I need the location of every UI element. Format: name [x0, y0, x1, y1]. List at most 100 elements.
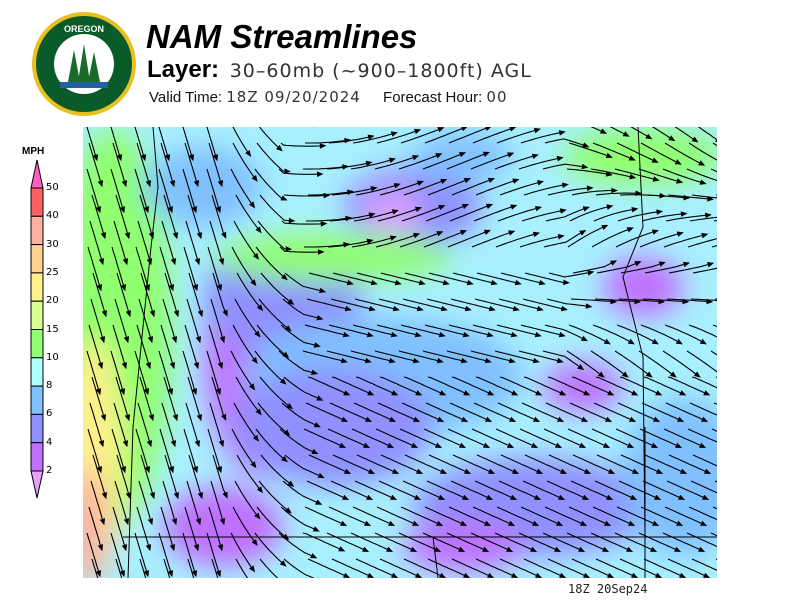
streamline-arrow	[147, 336, 154, 344]
streamline	[88, 506, 103, 551]
streamline-arrow	[101, 492, 108, 500]
streamline-arrow	[532, 357, 540, 364]
streamline-arrow	[164, 154, 171, 162]
streamline	[209, 402, 224, 447]
streamline	[115, 376, 130, 421]
streamline	[499, 558, 542, 578]
streamline	[666, 298, 712, 303]
streamline-arrow	[460, 357, 468, 364]
streamline-arrow	[366, 331, 374, 338]
streamline	[112, 324, 127, 369]
streamline-arrow	[583, 572, 591, 578]
streamline	[90, 298, 105, 343]
streamline	[232, 324, 258, 364]
streamline-arrow	[100, 414, 107, 422]
streamline-arrow	[645, 133, 653, 140]
streamline-arrow	[366, 238, 374, 245]
streamline	[618, 480, 661, 500]
streamline-arrow	[483, 229, 491, 235]
legend-tick: 2	[46, 465, 53, 476]
streamline-arrow	[250, 279, 257, 287]
streamline	[448, 127, 491, 144]
streamline-arrow	[611, 187, 618, 194]
streamline-arrow	[461, 416, 469, 422]
streamline-arrow	[219, 518, 226, 526]
streamline	[668, 454, 711, 474]
streamline	[306, 217, 351, 222]
streamline	[520, 506, 563, 526]
streamline	[256, 142, 290, 173]
streamline	[644, 262, 689, 274]
streamline-arrow	[487, 572, 495, 578]
streamline	[134, 168, 149, 213]
streamline	[139, 194, 154, 239]
streamline	[667, 558, 710, 578]
streamline	[163, 376, 178, 421]
streamline	[188, 272, 203, 317]
streamline	[140, 272, 155, 317]
streamline-arrow	[342, 331, 350, 338]
streamline	[471, 428, 514, 448]
streamline	[569, 205, 613, 222]
wind-speed-region	[413, 132, 513, 182]
streamline-arrow	[464, 305, 472, 312]
streamline	[595, 192, 641, 196]
state-boundary	[432, 536, 439, 578]
streamline	[524, 272, 569, 284]
streamline	[496, 324, 541, 337]
streamline-arrow	[560, 305, 568, 312]
streamline-arrow	[508, 520, 516, 526]
streamline	[377, 207, 421, 222]
wind-speed-region	[213, 232, 453, 282]
streamline-arrow	[147, 518, 154, 526]
streamline-arrow	[658, 298, 666, 305]
streamline	[446, 350, 491, 363]
streamline-arrow	[482, 546, 490, 552]
streamline	[233, 402, 259, 441]
streamline	[568, 142, 612, 158]
streamline-arrow	[222, 491, 228, 499]
streamline	[422, 532, 465, 552]
streamline-arrow	[440, 178, 448, 185]
streamline	[278, 532, 317, 559]
streamline	[689, 402, 717, 416]
streamline	[548, 271, 594, 278]
streamline-arrow	[123, 336, 130, 344]
streamline-arrow	[485, 127, 491, 131]
streamline-arrow	[252, 434, 260, 442]
streamline-arrow	[315, 499, 323, 505]
streamline	[352, 132, 397, 144]
streamline-arrow	[101, 310, 108, 318]
streamline	[327, 239, 373, 248]
streamline-arrow	[196, 414, 203, 422]
streamline-arrow	[342, 494, 350, 500]
streamline-arrow	[173, 310, 180, 318]
streamline	[569, 402, 612, 422]
streamline-arrow	[699, 442, 707, 448]
streamline	[379, 376, 422, 396]
streamline	[401, 205, 445, 222]
streamline	[523, 558, 566, 578]
streamline-arrow	[463, 390, 471, 396]
streamline	[426, 298, 471, 311]
streamline-arrow	[144, 466, 151, 474]
streamline-arrow	[146, 440, 153, 448]
streamline-arrow	[698, 160, 706, 166]
streamline	[134, 127, 146, 161]
streamline-arrow	[460, 520, 468, 526]
streamline	[158, 127, 170, 161]
streamline-arrow	[388, 357, 396, 364]
streamline-arrow	[252, 252, 260, 260]
streamline-arrow	[462, 331, 470, 338]
streamline	[208, 324, 223, 369]
streamline-arrow	[581, 163, 589, 170]
streamline-arrow	[362, 546, 370, 552]
streamline	[590, 127, 606, 134]
streamline-arrow	[313, 342, 321, 348]
streamline	[521, 402, 564, 422]
streamline	[593, 208, 638, 222]
streamline	[524, 454, 567, 474]
streamline-arrow	[510, 204, 518, 210]
streamline-arrow	[367, 572, 375, 578]
streamline	[470, 532, 513, 552]
